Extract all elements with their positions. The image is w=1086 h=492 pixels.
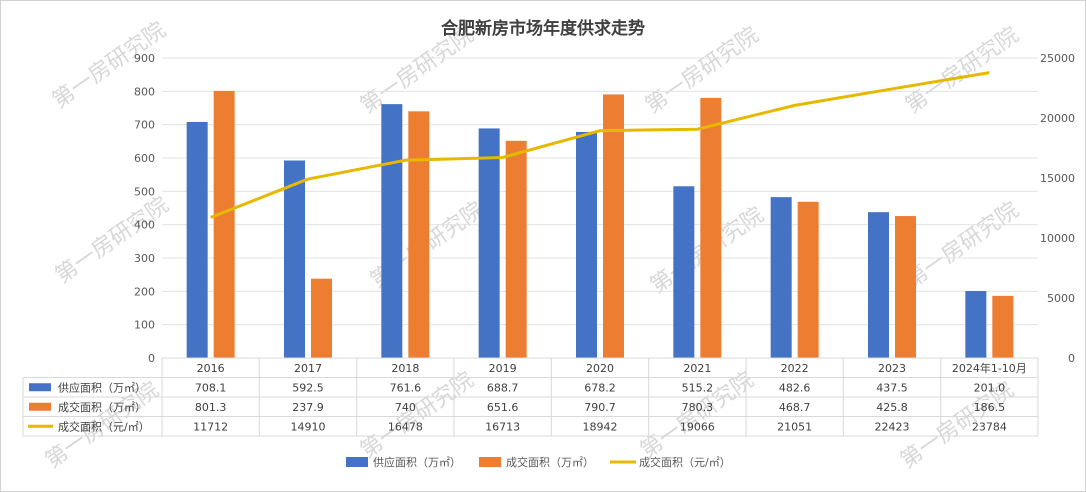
bars bbox=[186, 90, 1014, 359]
right-tick-label: 20000 bbox=[1040, 112, 1075, 125]
right-tick-label: 0 bbox=[1068, 352, 1075, 365]
table-series-name: 供应面积（万㎡） bbox=[58, 380, 146, 394]
category-label: 2018 bbox=[391, 362, 419, 375]
left-tick-label: 200 bbox=[134, 285, 155, 298]
bar-deal-2 bbox=[408, 111, 430, 358]
table-legend-key bbox=[29, 402, 51, 411]
legend-key bbox=[479, 457, 501, 467]
bar-deal-1 bbox=[311, 278, 332, 358]
table-cell-value: 708.1 bbox=[195, 381, 227, 394]
table-cell-value: 651.6 bbox=[487, 401, 519, 414]
table-cell-value: 780.3 bbox=[682, 401, 714, 414]
watermark-text: 第一房研究院 bbox=[51, 193, 173, 289]
left-axis: 0 100 200 300 400 500 600 700 800 900 bbox=[134, 52, 155, 365]
bar-supply-6 bbox=[770, 197, 792, 358]
table-cell-value: 482.6 bbox=[779, 381, 811, 394]
table-cell-value: 740 bbox=[395, 401, 416, 414]
table-cell-value: 425.8 bbox=[876, 401, 908, 414]
bar-deal-7 bbox=[895, 216, 916, 358]
table-cell-value: 186.5 bbox=[974, 401, 1006, 414]
category-label: 2020 bbox=[586, 362, 614, 375]
table-cell-value: 678.2 bbox=[584, 381, 616, 394]
bar-supply-8 bbox=[965, 291, 987, 358]
table-series-name: 成交面积（元/㎡） bbox=[58, 419, 150, 433]
table-cell-value: 790.7 bbox=[584, 401, 616, 414]
table-cell-value: 22423 bbox=[875, 420, 910, 433]
left-tick-label: 600 bbox=[134, 152, 155, 165]
table-cell-value: 11712 bbox=[193, 420, 228, 433]
watermark-text: 第一房研究院 bbox=[901, 198, 1023, 294]
price-line bbox=[210, 71, 990, 219]
legend: 供应面积（万㎡） 成交面积（万㎡） 成交面积（元/㎡） bbox=[346, 455, 731, 469]
table-cell-value: 761.6 bbox=[390, 381, 422, 394]
table-legend-key bbox=[29, 383, 51, 392]
left-tick-label: 500 bbox=[134, 185, 155, 198]
data-table: 2016 2017 2018 2019 2020 2021 2022 2023 2024年1-1… bbox=[22, 357, 1039, 437]
table-cell-value: 14910 bbox=[291, 420, 326, 433]
table-cell-value: 801.3 bbox=[195, 401, 227, 414]
bar-deal-5 bbox=[700, 97, 722, 359]
bar-deal-6 bbox=[797, 201, 819, 358]
table-cell-value: 592.5 bbox=[292, 381, 324, 394]
chart-title: 合肥新房市场年度供求走势 bbox=[441, 18, 645, 39]
category-label: 2017 bbox=[294, 362, 322, 375]
left-tick-label: 900 bbox=[134, 52, 155, 65]
left-tick-label: 400 bbox=[134, 219, 155, 232]
table-cell-value: 18942 bbox=[583, 420, 618, 433]
table-cell-value: 515.2 bbox=[682, 381, 714, 394]
right-axis: 0 5000 10000 15000 20000 25000 bbox=[1040, 52, 1075, 365]
legend-key bbox=[346, 457, 368, 467]
bar-supply-1 bbox=[284, 160, 305, 358]
left-tick-label: 700 bbox=[134, 119, 155, 132]
bar-supply-5 bbox=[673, 186, 695, 358]
bar-supply-0 bbox=[186, 121, 208, 358]
table-cell-value: 19066 bbox=[680, 420, 715, 433]
table-cell-value: 237.9 bbox=[292, 401, 324, 414]
category-label: 2022 bbox=[781, 362, 809, 375]
table-cell-value: 23784 bbox=[972, 420, 1007, 433]
left-tick-label: 0 bbox=[148, 352, 155, 365]
table-cell-value: 468.7 bbox=[779, 401, 811, 414]
table-series-name: 成交面积（万㎡） bbox=[58, 400, 146, 414]
legend-label: 供应面积（万㎡） bbox=[373, 455, 461, 469]
bar-supply-7 bbox=[868, 212, 889, 358]
watermark-text: 第一房研究院 bbox=[48, 18, 170, 114]
bar-deal-0 bbox=[213, 90, 235, 359]
table-cell-value: 21051 bbox=[777, 420, 812, 433]
right-tick-label: 5000 bbox=[1047, 292, 1075, 305]
legend-label: 成交面积（万㎡） bbox=[506, 455, 594, 469]
bar-deal-4 bbox=[603, 94, 624, 358]
bar-supply-2 bbox=[381, 104, 403, 358]
table-cell-value: 16713 bbox=[485, 420, 520, 433]
bar-deal-8 bbox=[992, 295, 1014, 358]
left-tick-label: 100 bbox=[134, 319, 155, 332]
watermark-text: 第一房研究院 bbox=[901, 23, 1023, 119]
right-tick-label: 25000 bbox=[1040, 52, 1075, 65]
price-line-path bbox=[210, 71, 990, 219]
category-label: 2024年1-10月 bbox=[952, 361, 1027, 375]
right-tick-label: 15000 bbox=[1040, 172, 1075, 185]
table-cell-value: 16478 bbox=[388, 420, 423, 433]
category-label: 2023 bbox=[878, 362, 906, 375]
category-label: 2021 bbox=[683, 362, 711, 375]
table-cell-value: 688.7 bbox=[487, 381, 519, 394]
bar-supply-4 bbox=[576, 131, 597, 358]
category-label: 2016 bbox=[197, 362, 225, 375]
bar-deal-3 bbox=[505, 140, 527, 358]
left-tick-label: 300 bbox=[134, 252, 155, 265]
left-tick-label: 800 bbox=[134, 85, 155, 98]
table-cell-value: 201.0 bbox=[974, 381, 1006, 394]
table-cell-value: 437.5 bbox=[876, 381, 908, 394]
bar-supply-3 bbox=[478, 128, 500, 358]
category-label: 2019 bbox=[489, 362, 517, 375]
right-tick-label: 10000 bbox=[1040, 232, 1075, 245]
legend-label: 成交面积（元/㎡） bbox=[639, 455, 731, 469]
